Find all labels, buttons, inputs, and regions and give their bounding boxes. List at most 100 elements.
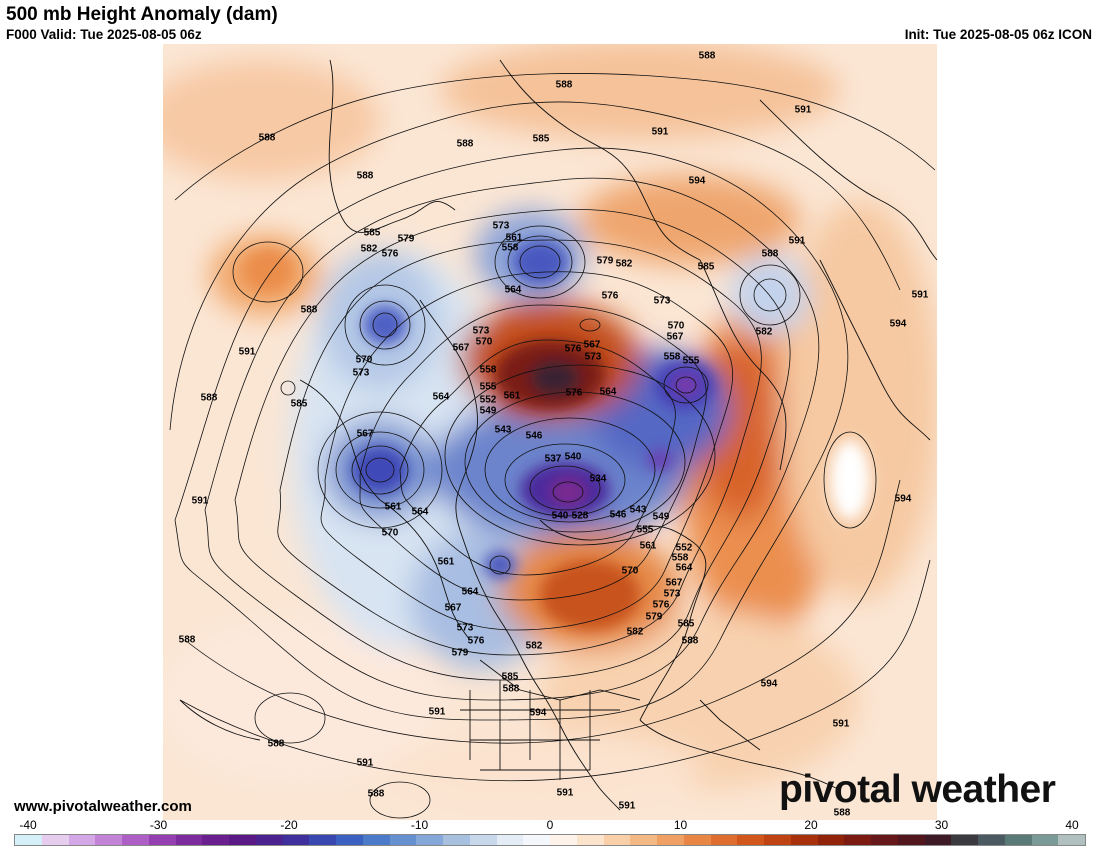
contour-label: 591	[795, 105, 812, 116]
colorbar-swatch	[523, 835, 550, 845]
anomaly-map: 588 588 588 588 585 588 591 591 594 588 591 591 594 5…	[163, 44, 937, 820]
contour-label: 582	[361, 244, 378, 255]
colorbar-tick-label: -40	[19, 818, 37, 832]
contour-label: 576	[566, 388, 583, 399]
contour-label: 567	[445, 603, 462, 614]
contour-label: 555	[480, 382, 497, 393]
contour-label: 561	[438, 557, 455, 568]
contour-labels: 588 588 588 588 585 588 591 591 594 588 591 591 594 5…	[179, 51, 929, 819]
contour-label: 570	[476, 337, 493, 348]
colorbar-swatch	[148, 835, 176, 845]
contour-label: 567	[453, 343, 470, 354]
colorbar-swatch	[790, 835, 818, 845]
colorbar-swatch	[122, 835, 149, 845]
contour-label: 558	[672, 553, 689, 564]
colorbar-swatch	[576, 835, 604, 845]
contour-label: 549	[480, 406, 497, 417]
contour-label: 585	[364, 228, 381, 239]
contour-label: 594	[689, 176, 706, 187]
colorbar-swatch	[255, 835, 283, 845]
colorbar-swatch	[897, 835, 925, 845]
colorbar-swatch	[15, 835, 42, 845]
contour-label: 573	[473, 326, 490, 337]
contour-label: 582	[526, 641, 543, 652]
contour-label: 564	[412, 507, 429, 518]
colorbar-swatch	[603, 835, 631, 845]
colorbar-tick-label: -30	[149, 818, 168, 832]
contour-label: 591	[357, 758, 374, 769]
contour-label: 561	[640, 541, 657, 552]
anomaly-map-svg: 588 588 588 588 585 588 591 591 594 588 591 591 594 5…	[163, 44, 937, 820]
coastlines	[179, 59, 937, 811]
contour-label: 594	[890, 319, 907, 330]
contour-label: 579	[398, 234, 415, 245]
contour-label: 591	[192, 496, 209, 507]
contour-label: 540	[552, 511, 569, 522]
colorbar-swatch	[871, 835, 898, 845]
contour-label: 561	[385, 502, 402, 513]
colorbar-tick-label: -10	[410, 818, 429, 832]
colorbar-tick-label: 20	[804, 818, 818, 832]
colorbar-swatch	[764, 835, 791, 845]
contour-label: 558	[502, 243, 519, 254]
colorbar-swatch	[362, 835, 390, 845]
contour-label: 549	[653, 512, 670, 523]
colorbar-swatch	[229, 835, 256, 845]
anomaly-shading	[163, 44, 937, 810]
contour-label: 576	[565, 344, 582, 355]
contour-label: 585	[698, 262, 715, 273]
contour-label: 543	[495, 425, 512, 436]
contour-label: 588	[268, 739, 285, 750]
contour-label: 564	[676, 563, 693, 574]
colorbar-swatch	[336, 835, 363, 845]
colorbar-tick-label: 40	[1065, 818, 1079, 832]
colorbar-swatch	[416, 835, 443, 845]
contour-label: 543	[630, 505, 647, 516]
contour-label: 573	[585, 352, 602, 363]
map-title: 500 mb Height Anomaly (dam)	[6, 4, 278, 25]
contour-label: 573	[493, 221, 510, 232]
colorbar-tick-label: -20	[280, 818, 298, 832]
contour-label: 582	[627, 627, 644, 638]
contour-label: 594	[530, 708, 547, 719]
contour-label: 540	[565, 452, 582, 463]
contour-label: 537	[545, 454, 562, 465]
contour-label: 588	[834, 808, 851, 819]
contour-label: 588	[201, 393, 218, 404]
colorbar-swatch	[924, 835, 952, 845]
contour-label: 582	[616, 259, 633, 270]
contour-label: 570	[622, 566, 639, 577]
contour-label: 546	[526, 431, 543, 442]
contour-label: 573	[457, 623, 474, 634]
contour-label: 567	[357, 429, 374, 440]
colorbar-swatch	[630, 835, 657, 845]
contour-label: 564	[600, 387, 617, 398]
contour-label: 588	[762, 249, 779, 260]
contour-label: 588	[259, 133, 276, 144]
colorbar-swatch	[175, 835, 203, 845]
website-url[interactable]: www.pivotalweather.com	[14, 798, 192, 815]
contour-label: 585	[291, 399, 308, 410]
colorbar-swatch	[41, 835, 69, 845]
init-time: Init: Tue 2025-08-05 06z ICON	[904, 27, 1092, 42]
contour-label: 585	[533, 134, 550, 145]
contour-label: 588	[699, 51, 716, 62]
colorbar-swatch	[443, 835, 470, 845]
colorbar-swatch	[282, 835, 310, 845]
contour-label: 591	[619, 801, 636, 812]
contour-label: 561	[506, 233, 523, 244]
contour-label: 552	[676, 543, 693, 554]
contour-label: 594	[761, 679, 778, 690]
contour-label: 576	[468, 636, 485, 647]
colorbar-swatch	[978, 835, 1005, 845]
contour-label: 585	[678, 619, 695, 630]
contour-label: 570	[382, 528, 399, 539]
contour-label: 576	[653, 600, 670, 611]
colorbar-tick-label: 0	[546, 818, 554, 832]
contour-label: 579	[452, 648, 469, 659]
contour-label: 564	[433, 392, 450, 403]
colorbar-swatch	[550, 835, 577, 845]
contour-label: 591	[833, 719, 850, 730]
contour-label: 573	[353, 368, 370, 379]
colorbar-swatch	[389, 835, 417, 845]
